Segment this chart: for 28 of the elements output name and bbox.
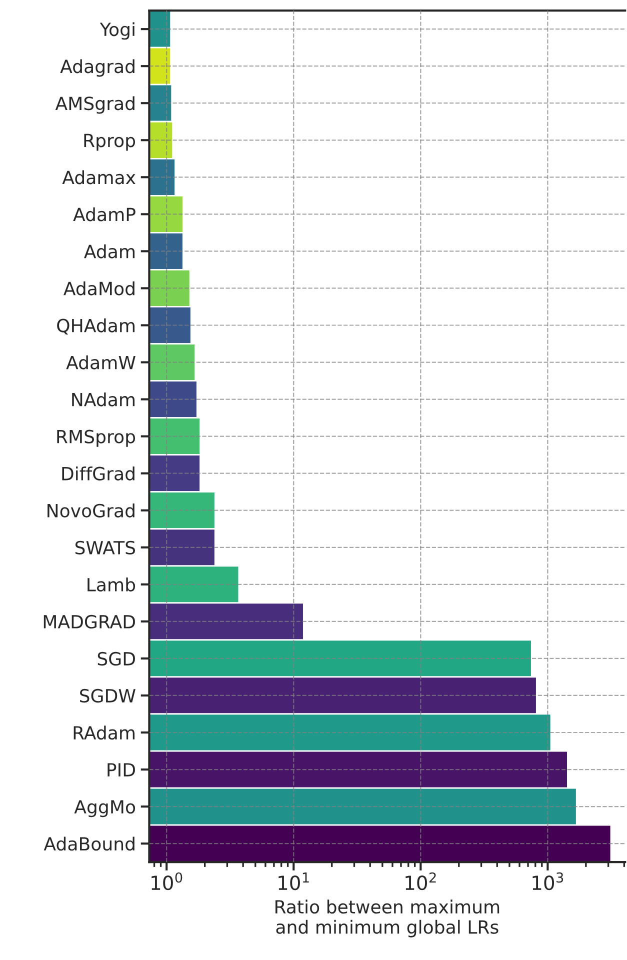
y-tick-label: AggMo bbox=[74, 800, 136, 818]
y-tick-label: Rprop bbox=[84, 134, 136, 151]
y-tick-label: QHAdam bbox=[57, 318, 134, 334]
x-axis-title: Ratio between maximum and minimum global LRs bbox=[276, 900, 500, 938]
y-tick-label: AdaMod bbox=[64, 281, 134, 296]
x-tick-label: 10$^{0}$ bbox=[152, 872, 182, 890]
y-tick-label: AMSgrad bbox=[55, 96, 134, 114]
y-tick-label: Adam bbox=[84, 244, 134, 258]
x-tick-label: 10$^{1}$ bbox=[278, 872, 309, 890]
y-tick-label: Lamb bbox=[88, 578, 136, 592]
y-tick-label: Adagrad bbox=[60, 59, 134, 77]
y-tick-label: SWATS bbox=[75, 540, 136, 555]
y-tick-label: RAdam bbox=[74, 726, 134, 740]
x-tick-label: 10$^{3}$ bbox=[532, 872, 564, 890]
y-tick-label: DiffGrad bbox=[62, 466, 134, 480]
y-tick-label: Adamax bbox=[62, 170, 136, 184]
y-tick-label: Yogi bbox=[100, 22, 134, 40]
y-tick-label: NAdam bbox=[72, 392, 134, 406]
y-tick-label: PID bbox=[108, 763, 135, 776]
y-tick-label: AdamW bbox=[66, 355, 136, 370]
y-tick-label: AdamP bbox=[73, 207, 136, 222]
y-tick-label: MADGRAD bbox=[44, 614, 135, 629]
y-tick-label: AdaBound bbox=[44, 836, 134, 851]
y-tick-label: RMSprop bbox=[57, 430, 136, 447]
y-tick-label: SGDW bbox=[80, 688, 136, 703]
y-tick-label: NovoGrad bbox=[48, 504, 134, 518]
x-tick-label: 10$^{2}$ bbox=[406, 872, 436, 890]
y-tick-label: SGD bbox=[98, 652, 135, 666]
